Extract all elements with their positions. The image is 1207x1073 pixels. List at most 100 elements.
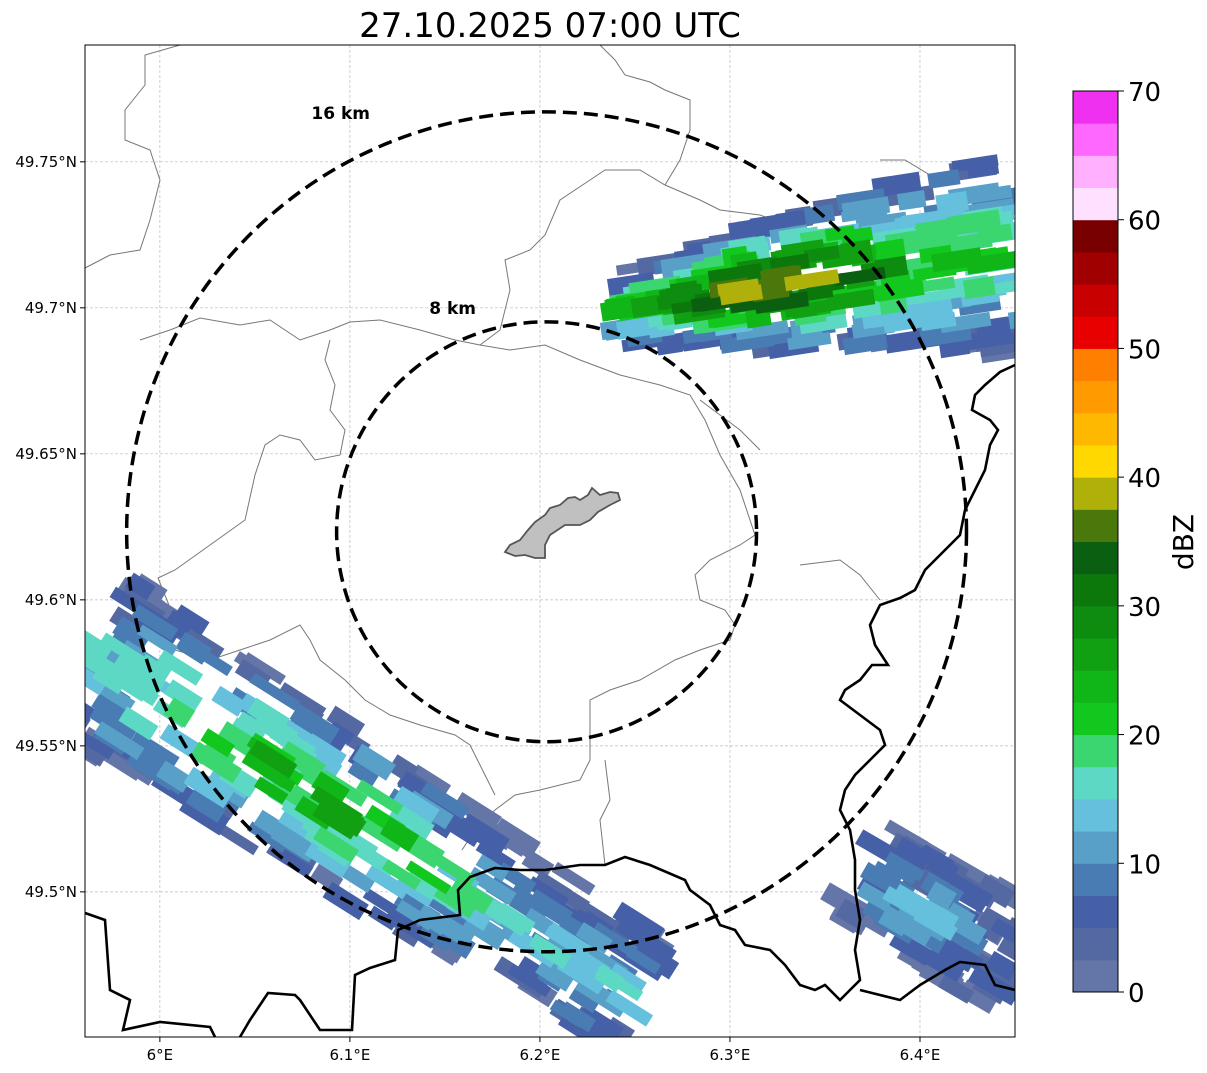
echo-cell [233,711,269,743]
echo-cell [277,848,314,878]
colorbar-bin [1073,959,1118,993]
colorbar-bin [1073,91,1118,124]
echo-cell [119,674,160,707]
echo-cell [786,332,832,351]
echo-cell [557,1014,598,1037]
echo-cell [309,785,363,827]
echo-cell [445,919,476,945]
range-rings: 8 km 16 km [124,104,969,954]
echo-cell [938,339,971,359]
echo-cell [951,154,999,173]
echo-cell [923,899,960,928]
x-tick-label: 6°E [147,1046,174,1064]
colorbar-bin [1073,702,1118,736]
echo-cell [352,743,397,781]
x-tick-label: 6.2°E [520,1046,561,1064]
echo-cell [937,974,975,1004]
y-tick-label: 49.7°N [25,299,77,317]
echo-cell [467,866,517,905]
colorbar-bin [1073,541,1118,575]
echo-cell [897,917,933,947]
echo-cell [896,189,927,211]
echo-cell [549,999,586,1028]
colorbar-tick-label: 30 [1128,593,1161,623]
colorbar-bin [1073,734,1118,768]
range-ring-8km [334,320,759,744]
colorbar-tick-label: 40 [1128,464,1161,494]
echo-cell [967,965,1015,1006]
echo-cell [312,826,360,863]
echo-cell [526,876,569,910]
echo-cell [99,632,150,670]
echo-cell [385,903,420,933]
echo-cell [118,706,159,741]
colorbar-bin [1073,380,1118,414]
echo-cell [155,760,193,793]
echo-cell [655,334,683,356]
colorbar-bin [1073,444,1118,478]
echo-cell [85,729,115,760]
echo-cell [157,649,204,686]
echo-cell [347,756,382,788]
echo-cell [200,728,236,758]
echo-cell [594,964,644,1002]
colorbar-bin [1073,412,1118,446]
colorbar-bin [1073,251,1118,285]
echo-cell [94,721,145,760]
echo-cell [926,881,957,910]
echo-cell [355,779,404,815]
colorbar-tick-label: 50 [1128,335,1161,365]
echo-cell [855,211,908,230]
colorbar-bin [1073,831,1118,864]
admin-boundaries [85,45,951,866]
echo-cell [803,245,840,264]
colorbar: 0 10 20 30 40 50 60 70 [1072,78,1161,1009]
echo-cell [289,703,340,745]
y-tick-label: 49.6°N [25,591,77,609]
city-outline [503,486,622,559]
echo-cell [551,861,596,896]
echo-cell [605,989,654,1027]
colorbar-bin [1073,638,1118,671]
colorbar-bin [1073,766,1118,800]
echo-cell [526,889,574,928]
chart-title: 27.10.2025 07:00 UTC [359,6,741,46]
echo-cell [625,946,662,975]
country-borders [85,363,1015,1037]
echo-cell [136,624,179,656]
echo-cell [716,278,760,296]
echo-cell [415,904,451,936]
echo-cell [754,291,810,315]
echo-cell [927,169,961,189]
echo-cell [901,208,954,229]
echo-cell [630,937,679,976]
echo-cell [185,788,227,823]
echo-cell [97,681,136,713]
echo-cell [834,266,887,287]
echo-cell [996,934,1015,964]
echo-cell [365,864,410,900]
colorbar-bin [1073,123,1118,156]
axis-ticks: 6°E 6.1°E 6.2°E 6.3°E 6.4°E 49.75°N 49.7°N 49.6… [15,153,940,1064]
echo-cell [578,1003,624,1037]
colorbar-tick-label: 10 [1128,850,1161,880]
echo-cell [719,331,775,354]
echo-cell [628,275,682,294]
colorbar-bin [1073,155,1118,189]
echo-cell [967,332,1015,351]
colorbar-tick-label: 70 [1128,78,1161,108]
echo-cell [990,917,1015,943]
echo-cell [599,297,642,322]
echo-cell [381,859,422,891]
gridlines [85,45,1015,1037]
echo-cell [85,646,124,685]
colorbar-label: dBZ [1167,514,1200,570]
echo-cell [189,741,242,784]
echo-cell [162,609,195,640]
echo-cell [326,705,366,739]
echo-cell [1007,309,1015,330]
colorbar-bin [1073,863,1118,896]
y-tick-label: 49.75°N [15,153,77,171]
echo-cell [379,817,420,852]
